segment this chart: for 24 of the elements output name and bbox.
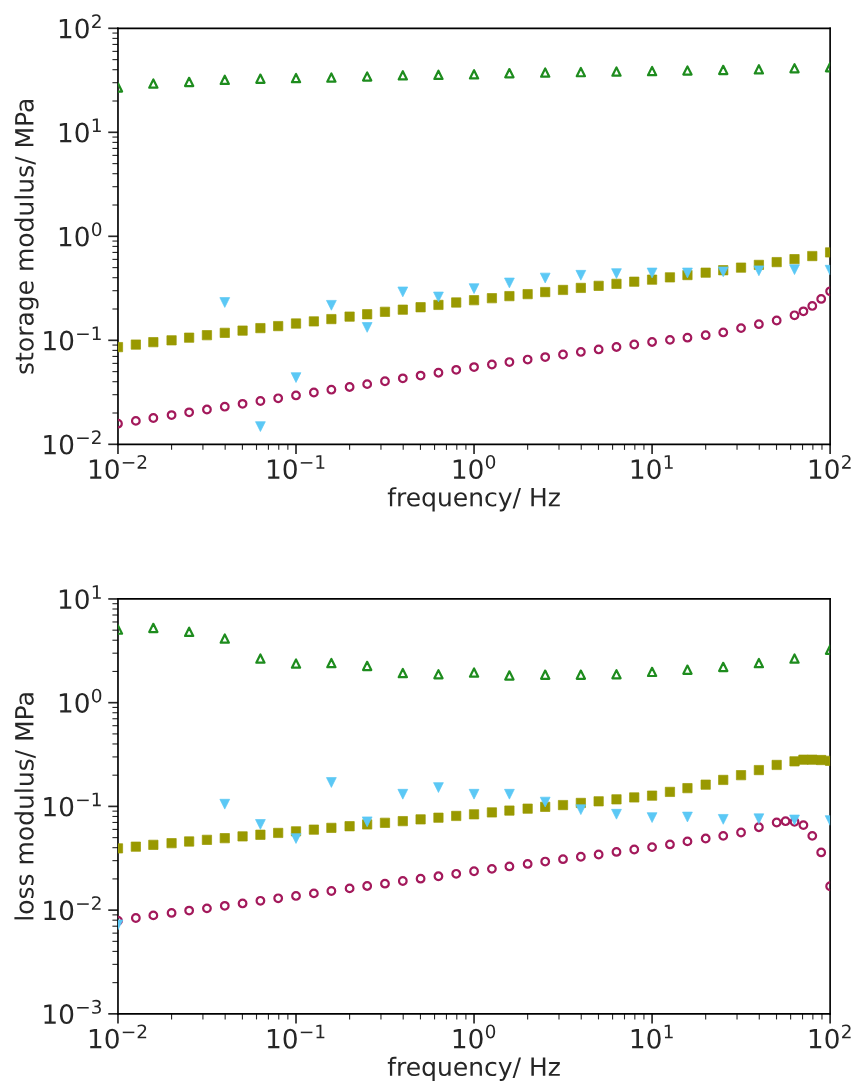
y-tick-label: 10$^{−3}$ (44, 999, 101, 1025)
x-tick-label: 10$^{−1}$ (267, 1024, 325, 1049)
x-axis-title: frequency/ Hz (387, 487, 560, 512)
x-tick-label: 10$^{1}$ (631, 455, 673, 480)
y-tick-label: 10$^{2}$ (59, 14, 101, 39)
x-tick-label: 10$^{0}$ (453, 1024, 496, 1049)
y-tick-label: 10$^{−2}$ (44, 896, 101, 921)
y-tick-label: 10$^{1}$ (59, 118, 101, 143)
y-tick-label: 10$^{−1}$ (44, 792, 101, 817)
x-tick-label: 10$^{1}$ (631, 1024, 673, 1049)
y-axis-title: storage modulus/ MPa (14, 99, 39, 374)
y-tick-label: 10$^{0}$ (59, 688, 102, 713)
x-tick-label: 10$^{−1}$ (267, 455, 325, 480)
x-tick-label: 10$^{0}$ (453, 454, 496, 480)
x-tick-label: 10$^{2}$ (809, 454, 851, 480)
x-tick-label: 10$^{−2}$ (89, 454, 147, 480)
y-axis-title: loss modulus/ MPa (14, 693, 36, 920)
y-tick-label: 10$^{−1}$ (44, 326, 101, 351)
y-tick-label: 10$^{1}$ (59, 585, 101, 610)
x-tick-label: 10$^{−2}$ (89, 1024, 147, 1049)
y-tick-label: 10$^{0}$ (59, 222, 102, 247)
x-axis-title: frequency/ Hz (387, 1056, 560, 1081)
x-tick-label: 10$^{2}$ (809, 1024, 851, 1049)
y-tick-label: 10$^{−2}$ (44, 430, 101, 455)
